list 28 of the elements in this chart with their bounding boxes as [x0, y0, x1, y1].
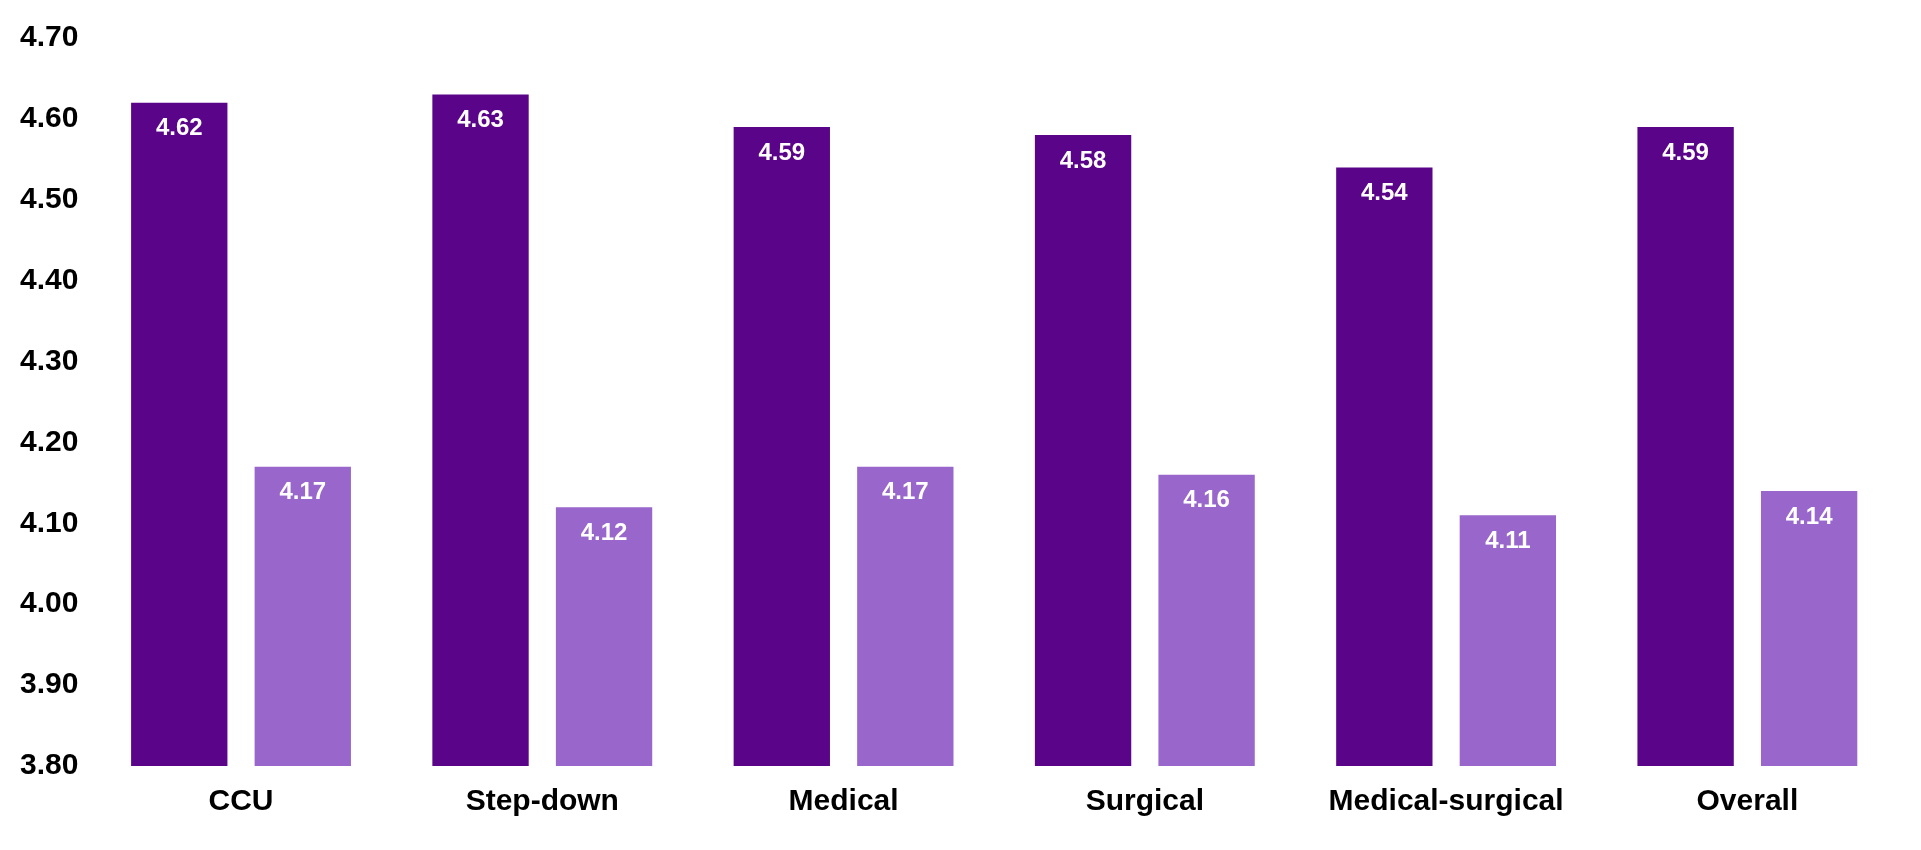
- x-tick-label: Overall: [1696, 783, 1799, 817]
- data-label: 4.63: [457, 105, 504, 133]
- x-tick-label: Surgical: [1085, 783, 1205, 817]
- data-label: 4.17: [881, 477, 929, 505]
- y-tick-label: 3.80: [20, 747, 79, 781]
- y-tick-label: 4.40: [20, 261, 79, 295]
- data-label: 4.17: [279, 477, 327, 505]
- y-tick-label: 4.00: [20, 585, 79, 619]
- data-label: 4.14: [1785, 501, 1834, 529]
- y-tick-label: 4.30: [20, 342, 79, 376]
- data-label: 4.11: [1485, 525, 1531, 553]
- y-tick-label: 3.90: [20, 666, 79, 700]
- x-tick-label: Medical: [788, 783, 899, 817]
- x-tick-label: Medical-surgical: [1328, 783, 1564, 817]
- y-tick-label: 4.50: [20, 181, 79, 215]
- x-tick-label: Step-down: [465, 783, 619, 817]
- y-tick-label: 4.20: [20, 423, 79, 457]
- data-label: 4.59: [1662, 137, 1709, 165]
- y-tick-label: 4.10: [20, 504, 79, 538]
- data-label: 4.12: [580, 517, 628, 545]
- data-label: 4.16: [1183, 485, 1230, 513]
- y-tick-label: 4.60: [20, 100, 79, 134]
- data-label: 4.54: [1360, 178, 1409, 206]
- data-label: 4.58: [1059, 145, 1107, 173]
- x-tick-label: CCU: [208, 783, 274, 817]
- y-tick-label: 4.70: [20, 19, 79, 53]
- data-label: 4.59: [758, 137, 806, 165]
- data-label: 4.62: [155, 113, 203, 141]
